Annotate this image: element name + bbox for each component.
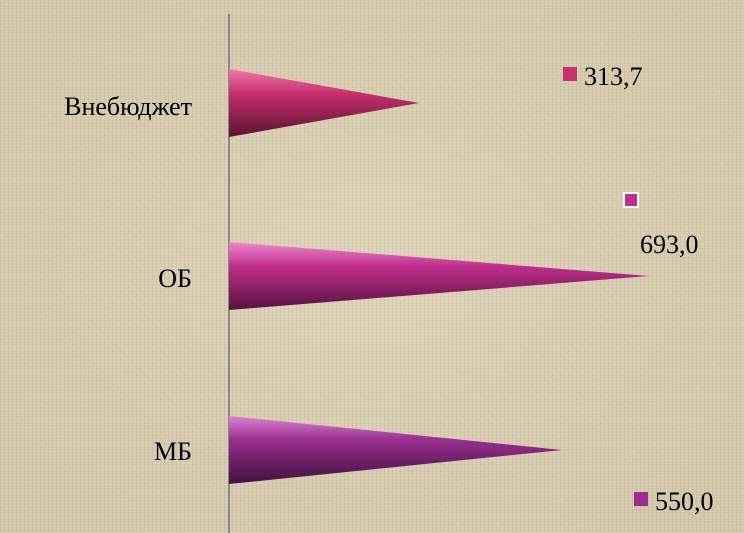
data-label-vnebyudzhet: 313,7 (584, 62, 643, 91)
cone-bar-ob (229, 242, 649, 310)
category-label-ob: ОБ (158, 264, 192, 293)
cone-bar-mb (229, 416, 563, 484)
cone-bar-vnebyudzhet (229, 69, 419, 137)
data-label-marker-ob (623, 192, 639, 208)
data-label-marker-mb (634, 492, 648, 506)
data-label-mb: 550,0 (655, 487, 714, 516)
category-label-mb: МБ (154, 437, 192, 466)
category-label-vnebyudzhet: Внебюджет (64, 92, 192, 121)
data-label-ob: 693,0 (640, 230, 699, 259)
data-label-marker-vnebyudzhet (563, 67, 577, 81)
